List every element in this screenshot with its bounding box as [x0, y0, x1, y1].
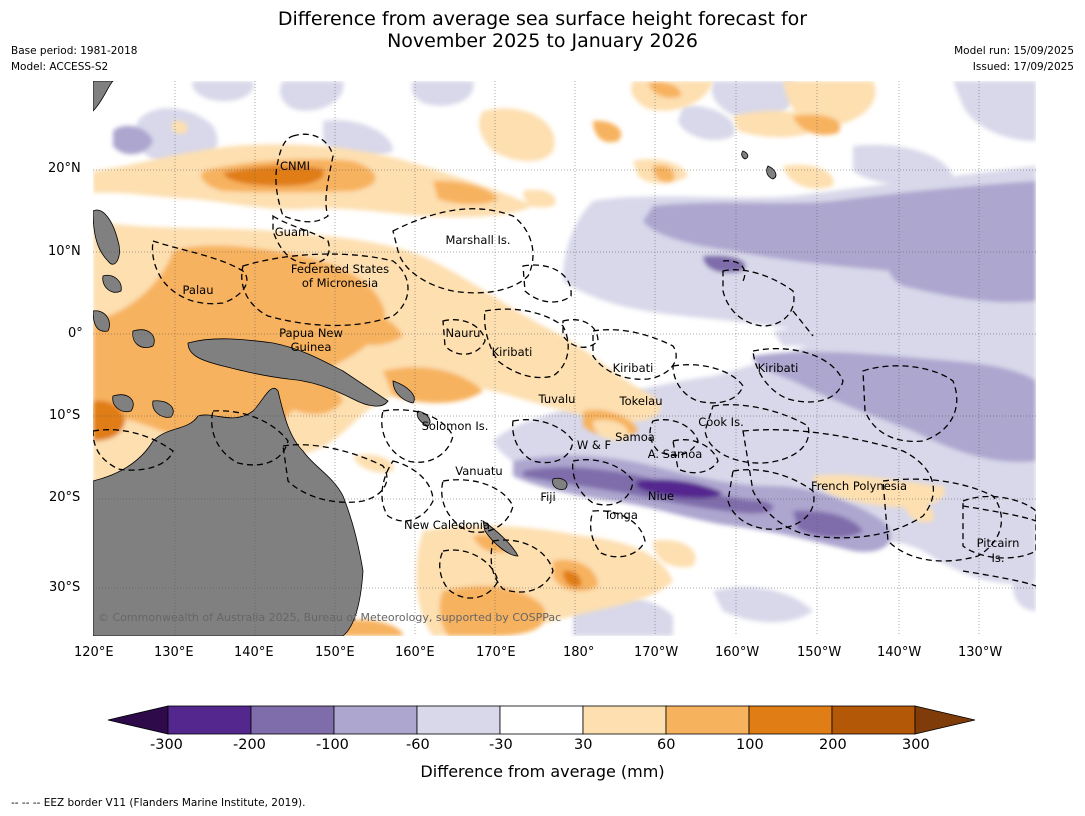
label-fsm-line1: Federated States: [291, 262, 389, 276]
y-tick-20s: 20°S: [49, 490, 81, 505]
x-tick-170e: 170°E: [476, 645, 516, 660]
colorbar-segment: [582, 705, 667, 735]
map-panel: CNMI Guam Marshall Is. Federated States …: [93, 81, 1036, 636]
label-solomon: Solomon Is.: [422, 419, 489, 433]
cb-tick-5: 30: [574, 737, 593, 753]
x-tick-150e: 150°E: [315, 645, 355, 660]
eez-borders: [93, 133, 1036, 599]
colorbar-ticks: -300 -200 -100 -60 -30 30 60 100 200 300: [0, 737, 1085, 757]
title-line-1: Difference from average sea surface heig…: [277, 8, 808, 30]
label-pitcairn-line2: Is.: [991, 551, 1004, 565]
label-wallis-futuna: W & F: [577, 438, 611, 452]
x-tick-150w: 150°W: [797, 645, 842, 660]
label-guam: Guam: [275, 225, 309, 239]
label-kiribati-west: Kiribati: [492, 345, 533, 359]
issued-text: Issued: 17/09/2025: [972, 61, 1074, 73]
cb-tick-7: 100: [736, 737, 764, 753]
colorbar: [107, 705, 976, 735]
x-tick-170w: 170°W: [634, 645, 679, 660]
gridlines: [93, 81, 1036, 636]
x-tick-180: 180°: [563, 645, 595, 660]
eez-legend-text: -- -- -- EEZ border V11 (Flanders Marine…: [11, 797, 306, 809]
map-svg: CNMI Guam Marshall Is. Federated States …: [93, 81, 1036, 636]
x-tick-130w: 130°W: [958, 645, 1003, 660]
cb-tick-4: -30: [489, 737, 513, 753]
label-samoa: Samoa: [615, 430, 655, 444]
x-tick-160e: 160°E: [395, 645, 435, 660]
chart-title: Difference from average sea surface heig…: [0, 8, 1085, 52]
cb-tick-2: -100: [316, 737, 349, 753]
colorbar-segment: [831, 705, 916, 735]
region-labels: CNMI Guam Marshall Is. Federated States …: [183, 159, 1020, 565]
colorbar-segment: [250, 705, 335, 735]
x-tick-130e: 130°E: [154, 645, 194, 660]
colorbar-segment: [665, 705, 750, 735]
label-marshall: Marshall Is.: [445, 233, 510, 247]
x-tick-140w: 140°W: [877, 645, 922, 660]
base-period-text: Base period: 1981-2018: [11, 45, 138, 57]
label-nauru: Nauru: [446, 326, 481, 340]
label-french-polynesia: French Polynesia: [811, 479, 907, 493]
y-tick-20n: 20°N: [48, 161, 81, 176]
label-vanuatu: Vanuatu: [455, 464, 502, 478]
model-run-text: Model run: 15/09/2025: [954, 45, 1074, 57]
colorbar-title: Difference from average (mm): [420, 762, 665, 781]
header-right-meta: Model run: 15/09/2025 Issued: 17/09/2025: [954, 43, 1074, 75]
title-line-2: November 2025 to January 2026: [387, 30, 698, 52]
label-cnmi: CNMI: [280, 159, 310, 173]
negative-anomaly-layer: [113, 81, 1036, 636]
label-pitcairn-line1: Pitcairn: [977, 536, 1020, 550]
label-niue: Niue: [648, 489, 674, 503]
label-kiribati-east: Kiribati: [758, 361, 799, 375]
colorbar-extend-low: [107, 705, 169, 735]
label-tokelau: Tokelau: [619, 394, 663, 408]
colorbar-segment: [416, 705, 501, 735]
label-cook: Cook Is.: [698, 415, 743, 429]
label-fiji: Fiji: [540, 490, 555, 504]
cb-tick-3: -60: [406, 737, 430, 753]
label-kiribati-central: Kiribati: [613, 361, 654, 375]
label-tonga: Tonga: [603, 508, 638, 522]
y-tick-30s: 30°S: [49, 580, 81, 595]
colorbar-segment: [499, 705, 584, 735]
cb-tick-8: 200: [819, 737, 847, 753]
label-new-caledonia: New Caledonia: [404, 518, 490, 532]
label-tuvalu: Tuvalu: [538, 392, 576, 406]
x-tick-120e: 120°E: [74, 645, 114, 660]
label-png-line1: Papua New: [279, 326, 343, 340]
colorbar-segment: [333, 705, 418, 735]
land-layer: [93, 81, 777, 636]
label-american-samoa: A. Samoa: [648, 447, 703, 461]
label-png-line2: Guinea: [291, 340, 332, 354]
label-palau: Palau: [183, 283, 214, 297]
colorbar-segment: [748, 705, 833, 735]
cb-tick-6: 60: [657, 737, 676, 753]
cb-tick-1: -200: [233, 737, 266, 753]
colorbar-segment: [167, 705, 252, 735]
y-tick-0: 0°: [68, 326, 83, 341]
y-tick-10n: 10°N: [48, 244, 81, 259]
cb-tick-0: -300: [150, 737, 183, 753]
x-tick-140e: 140°E: [234, 645, 274, 660]
y-tick-10s: 10°S: [49, 408, 81, 423]
model-text: Model: ACCESS-S2: [11, 61, 109, 73]
cb-tick-9: 300: [902, 737, 930, 753]
x-tick-160w: 160°W: [715, 645, 760, 660]
header-left-meta: Base period: 1981-2018 Model: ACCESS-S2: [11, 43, 137, 75]
copyright-text: © Commonwealth of Australia 2025, Bureau…: [98, 611, 561, 624]
colorbar-extend-high: [914, 705, 976, 735]
label-fsm-line2: of Micronesia: [302, 276, 378, 290]
